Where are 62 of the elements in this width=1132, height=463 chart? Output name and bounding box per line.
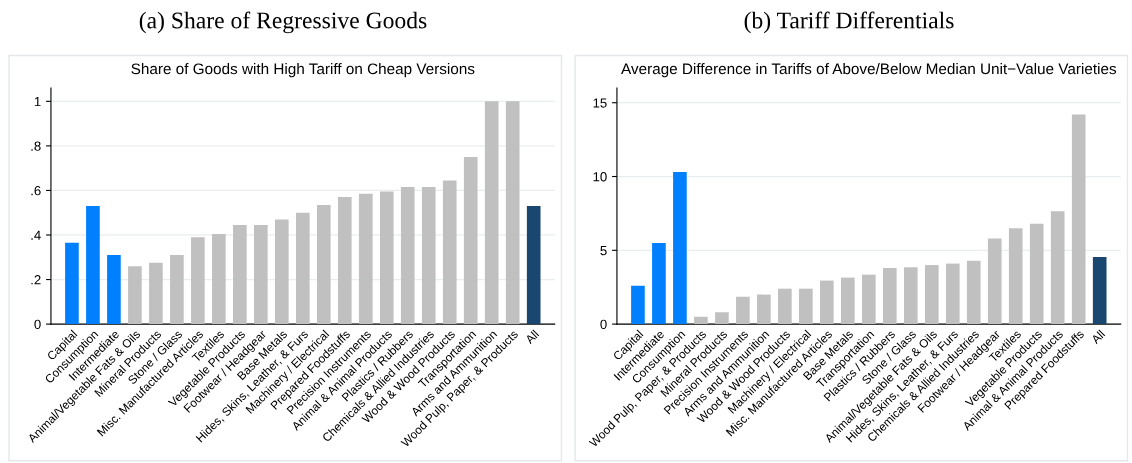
bar (170, 255, 184, 325)
bar (526, 206, 541, 325)
bar (673, 172, 687, 325)
bar (841, 277, 855, 325)
y-tick-label: 1 (34, 97, 41, 107)
bar (945, 263, 960, 325)
bar (316, 204, 331, 325)
bar (86, 206, 100, 325)
bar (1029, 223, 1044, 325)
bar (882, 268, 897, 325)
bar (820, 280, 834, 325)
bar (1092, 256, 1107, 325)
bar (1050, 211, 1065, 325)
bar (694, 316, 708, 325)
y-tick-label: .6 (31, 186, 41, 196)
bar (903, 267, 918, 325)
bar (337, 197, 352, 325)
bar (1008, 228, 1023, 325)
y-tick-label: 15 (593, 98, 607, 108)
y-tick-label: 5 (600, 246, 607, 256)
bar (358, 193, 373, 325)
bar (65, 242, 79, 325)
bar (631, 285, 645, 325)
chart-subtitle: Share of Goods with High Tariff on Cheap Versions (131, 63, 475, 78)
bar (505, 101, 520, 325)
bar (107, 255, 121, 325)
y-tick-label: .8 (31, 141, 41, 151)
bar (295, 212, 310, 325)
bar (715, 312, 729, 325)
bar (149, 262, 163, 325)
x-tick-label: All (1090, 329, 1106, 345)
bar (757, 294, 771, 325)
bar (861, 274, 876, 325)
bar (924, 265, 939, 325)
bar (233, 224, 247, 325)
bar (254, 224, 268, 325)
chart-subtitle: Average Difference in Tariffs of Above/Below Median Unit−Value Varieties (621, 63, 1117, 78)
y-tick-label: .2 (31, 275, 41, 285)
bar (400, 187, 415, 325)
y-tick-label: 0 (34, 319, 41, 330)
bar (987, 238, 1002, 325)
y-tick-label: 0 (600, 319, 607, 330)
bar (442, 180, 457, 325)
bar (275, 219, 289, 325)
chart-title: (b) Tariff Differentials (744, 11, 954, 34)
bar (736, 296, 750, 325)
bar (778, 288, 792, 325)
bar (484, 101, 499, 325)
bar (128, 266, 142, 325)
bar (799, 288, 813, 325)
bar (191, 237, 205, 325)
x-tick-label: All (524, 329, 540, 345)
bar (1071, 114, 1086, 325)
bar (421, 187, 436, 325)
bar (966, 260, 981, 325)
bar (379, 191, 394, 325)
chart-title: (a) Share of Regressive Goods (139, 11, 427, 34)
bar (212, 233, 226, 325)
y-tick-label: .4 (31, 230, 41, 240)
y-tick-label: 10 (593, 172, 607, 182)
bar (652, 242, 666, 325)
bar (463, 157, 478, 325)
